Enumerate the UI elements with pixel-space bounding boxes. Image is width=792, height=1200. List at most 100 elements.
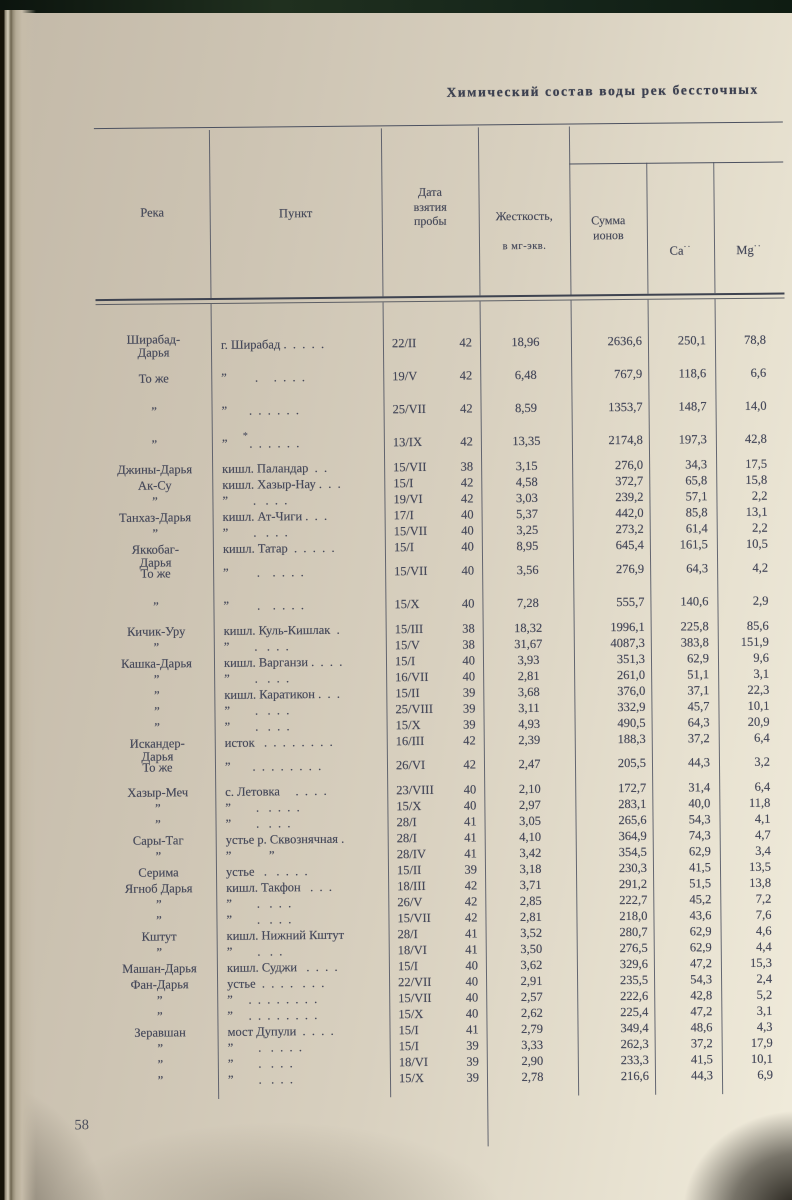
cell-date: 23/VIII 40 — [387, 782, 484, 798]
cell-point: устье р. Сквознячная . — [225, 831, 345, 847]
cell-date-year: 42 — [459, 368, 473, 383]
cell-hardness: 2,78 — [521, 1069, 544, 1084]
cell-sum-ions: 222,7 — [619, 892, 648, 907]
cell-date-year: 42 — [459, 335, 473, 350]
cell-river: Кштут — [141, 929, 177, 944]
cell-mg: 6,4 — [754, 730, 770, 745]
cell-river: ” — [156, 945, 163, 960]
cell-river: Джины-Дарья — [117, 462, 193, 477]
cell-point: ” . . . . — [226, 911, 292, 927]
cell-point: устье . . . . . — [225, 863, 308, 879]
cell-ca: 64,3 — [686, 561, 709, 576]
cell-date: 18/VI 41 — [389, 942, 486, 958]
cell-sum-ions: 1996,1 — [610, 619, 645, 634]
cell-point: кишл. Куль-Кишлак . — [223, 622, 340, 638]
cell-sum-ions: 218,0 — [619, 908, 648, 923]
cell-point: ” . . . . . — [223, 565, 304, 580]
cell-ca: 51,5 — [689, 875, 712, 890]
cell-sum-ions: 225,4 — [620, 1004, 649, 1019]
cell-sum-ions: 265,6 — [618, 812, 647, 827]
cell-point: ” . . . . — [225, 815, 291, 831]
cell-sum-ions: 280,7 — [619, 924, 648, 939]
cell-point: кишл. Хазыр-Нау . . . — [222, 476, 341, 492]
cell-mg: 5,2 — [756, 987, 773, 1002]
cell-sum-ions: 262,3 — [620, 1036, 649, 1051]
cell-ca: 44,3 — [688, 755, 711, 770]
cell-mg: 6,9 — [757, 1067, 774, 1082]
column-header-river: Река — [140, 205, 165, 220]
cell-date: 15/III 38 — [386, 621, 483, 637]
cell-date: 26/V 42 — [388, 894, 485, 910]
cell-sum-ions: 222,6 — [620, 988, 649, 1003]
cell-ca: 61,4 — [685, 520, 708, 535]
cell-hardness: 4,93 — [518, 716, 541, 731]
cell-ca: 250,1 — [677, 333, 706, 348]
cell-sum-ions: 216,6 — [620, 1068, 650, 1083]
cell-mg: 13,1 — [745, 504, 768, 519]
cell-date-year: 41 — [465, 941, 478, 957]
cell-mg: 6,6 — [750, 365, 767, 380]
cell-date-year: 39 — [464, 861, 478, 877]
cell-date-year: 39 — [463, 716, 476, 732]
cell-point: ” . . . . . — [221, 370, 306, 385]
cell-date: 15/I 39 — [390, 1038, 487, 1054]
cell-ca: 34,3 — [685, 456, 708, 471]
cell-ca: 47,2 — [690, 1003, 713, 1018]
cell-mg: 2,4 — [756, 971, 773, 986]
cell-river: ” — [156, 913, 162, 928]
cell-hardness: 3,62 — [520, 957, 543, 972]
cell-date-day-month: 18/VI — [397, 942, 428, 957]
cell-date-day-month: 28/I — [396, 814, 417, 829]
cell-sum-ions: 555,7 — [616, 594, 645, 610]
cell-mg: 10,1 — [747, 698, 770, 713]
cell-date: 15/VII 40 — [385, 563, 482, 579]
cell-hardness: 3,93 — [517, 652, 540, 667]
cell-ca: 51,1 — [687, 666, 710, 681]
cell-mg: 78,8 — [743, 332, 766, 347]
cell-date: 15/I 40 — [389, 958, 486, 974]
cell-date-day-month: 19/V — [392, 369, 418, 384]
cell-hardness: 8,95 — [516, 538, 539, 553]
book-cover-edge — [0, 0, 792, 13]
cell-point: ” . . . . — [226, 895, 292, 911]
cell-date-year: 41 — [464, 845, 477, 861]
cell-date-year: 40 — [461, 522, 474, 538]
cell-ca: 48,6 — [690, 1019, 713, 1034]
cell-mg: 3,2 — [754, 754, 771, 769]
cell-date-year: 40 — [463, 797, 477, 813]
cell-ca: 62,9 — [688, 843, 711, 858]
cell-sum-ions: 283,1 — [618, 796, 647, 811]
cell-sum-ions: 329,6 — [619, 956, 648, 971]
cell-hardness: 31,67 — [514, 636, 543, 651]
cell-date-day-month: 17/I — [393, 507, 414, 522]
cell-mg: 10,1 — [750, 1051, 773, 1066]
cell-mg: 2,2 — [752, 520, 768, 535]
cell-sum-ions: 1353,7 — [608, 399, 643, 415]
cell-mg: 15,8 — [745, 472, 768, 487]
cell-date-year: 40 — [461, 563, 475, 578]
column-header-point: Пункт — [278, 206, 313, 221]
cell-date-year: 40 — [465, 957, 478, 973]
cell-ca: 42,8 — [690, 987, 713, 1002]
cell-date-year: 40 — [462, 652, 476, 668]
cell-mg: 15,3 — [749, 955, 772, 970]
cell-ca: 64,3 — [687, 714, 710, 729]
cell-point: ” . . . . . . . . — [227, 1007, 318, 1023]
cell-river: Танхаз-Дарья — [118, 510, 192, 525]
cell-point: с. Летовка . . . . — [225, 783, 327, 799]
cell-date: 26/VI 42 — [387, 757, 484, 773]
cell-point: ” . . . . — [227, 1055, 293, 1071]
cell-hardness: 2,79 — [521, 1021, 544, 1036]
cell-sum-ions: 276,0 — [614, 457, 644, 472]
cell-date-year: 42 — [463, 757, 477, 772]
cell-date-day-month: 15/I — [393, 475, 414, 490]
cell-date-year: 38 — [462, 636, 475, 652]
cell-mg: 4,3 — [756, 1019, 773, 1034]
cell-ca: 44,3 — [691, 1067, 714, 1082]
cell-hardness: 2,10 — [518, 781, 541, 796]
cell-date-day-month: 18/III — [397, 878, 426, 893]
cell-date-year: 40 — [465, 989, 479, 1005]
data-table: Река Пункт Дата взятия пробы Жесткость, … — [93, 111, 792, 1147]
cell-ca: 148,7 — [678, 399, 707, 414]
